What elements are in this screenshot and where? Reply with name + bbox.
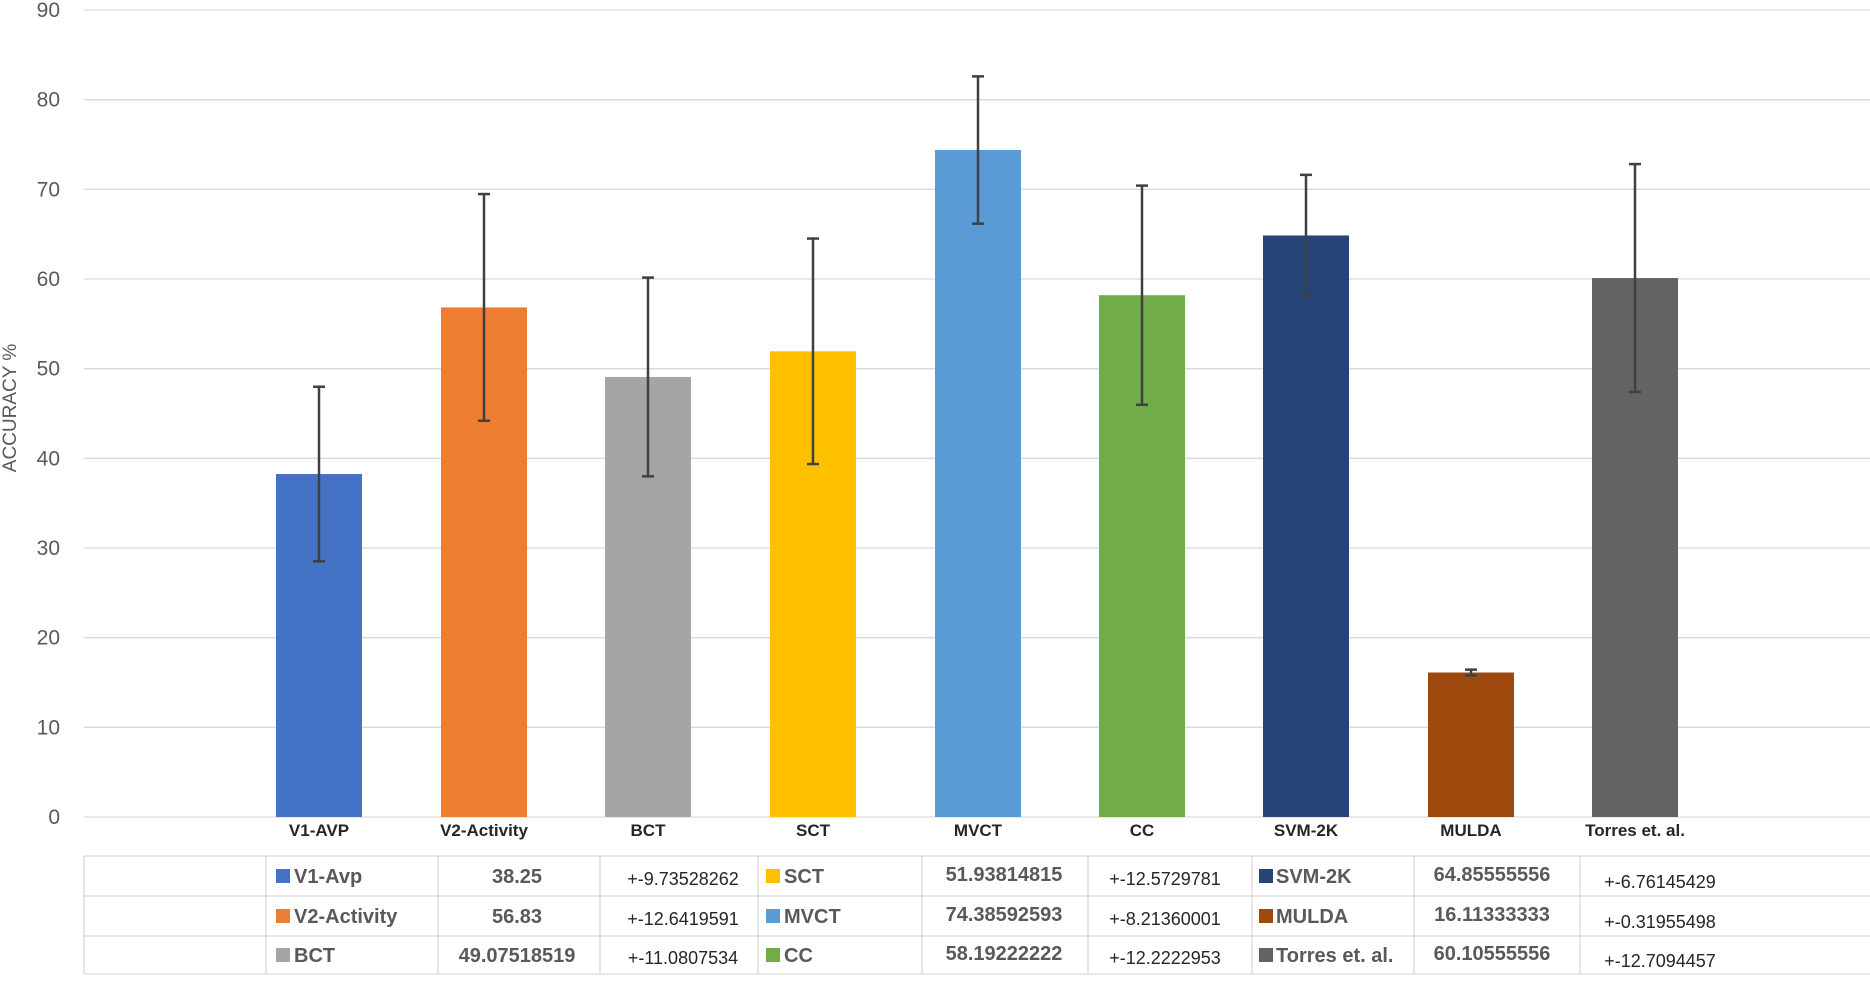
legend-label: BCT (294, 945, 335, 967)
table-value: 16.11333333 (1434, 904, 1550, 926)
x-axis-ticks: V1-AVP V2-Activity BCT SCT MVCT CC SVM-2K MULDA… (289, 821, 1685, 840)
legend-swatch (276, 869, 290, 883)
legend-swatch (766, 948, 780, 962)
legend-label: SVM-2K (1276, 866, 1352, 888)
y-tick-label: 50 (37, 358, 60, 381)
legend-label: CC (784, 945, 813, 967)
table-error: +-12.2222953 (1109, 948, 1221, 968)
bar-8 (1428, 672, 1514, 817)
y-axis-label: ACCURACY % (0, 344, 21, 473)
table-value: 51.93814815 (946, 864, 1063, 886)
y-tick-label: 0 (48, 806, 60, 829)
table-error: +-6.76145429 (1604, 872, 1716, 892)
table-error: +-8.21360001 (1109, 909, 1221, 929)
x-tick-label: V1-AVP (289, 821, 349, 840)
table-error: +-0.31955498 (1604, 912, 1716, 932)
legend-swatch (766, 869, 780, 883)
legend-swatch (1259, 948, 1273, 962)
error-bars (313, 75, 1641, 677)
bar-7 (1263, 235, 1349, 817)
legend-label: V2-Activity (294, 906, 398, 928)
y-tick-label: 80 (37, 89, 60, 112)
y-tick-label: 40 (37, 447, 60, 470)
table-value: 58.19222222 (946, 943, 1063, 965)
y-axis-ticks: 0 10 20 30 40 50 60 70 80 90 (37, 0, 60, 829)
x-tick-label: MULDA (1440, 821, 1501, 840)
x-tick-label: SVM-2K (1274, 821, 1339, 840)
table-error: +-11.0807534 (628, 948, 738, 968)
legend-label: Torres et. al. (1276, 945, 1393, 967)
bar-5 (935, 150, 1021, 817)
y-tick-label: 60 (37, 268, 60, 291)
table-value: 49.07518519 (459, 945, 576, 967)
y-tick-label: 20 (37, 627, 60, 650)
table-error: +-12.6419591 (627, 909, 739, 929)
x-tick-label: MVCT (954, 821, 1003, 840)
table-value: 38.25 (492, 866, 542, 888)
legend-swatch (1259, 869, 1273, 883)
x-tick-label: Torres et. al. (1585, 821, 1685, 840)
x-tick-label: SCT (796, 821, 831, 840)
y-tick-label: 90 (37, 0, 60, 22)
legend-label: MVCT (784, 906, 841, 928)
legend-label: SCT (784, 866, 824, 888)
legend-swatch (1259, 909, 1273, 923)
bars (276, 150, 1678, 818)
x-tick-label: V2-Activity (440, 821, 528, 840)
data-table: V1-Avp 38.25 +-9.73528262 SCT 51.93814815 +-1… (83, 855, 1870, 975)
legend-label: V1-Avp (294, 866, 362, 888)
table-value: 56.83 (492, 906, 542, 928)
y-tick-label: 70 (37, 178, 60, 201)
legend-label: MULDA (1276, 906, 1348, 928)
table-value: 60.10555556 (1434, 943, 1551, 965)
table-value: 74.38592593 (946, 904, 1063, 926)
y-tick-label: 30 (37, 537, 60, 560)
table-error: +-9.73528262 (627, 869, 739, 889)
table-error: +-12.7094457 (1604, 951, 1716, 971)
x-tick-label: BCT (631, 821, 667, 840)
y-tick-label: 10 (37, 716, 60, 739)
legend-swatch (766, 909, 780, 923)
table-value: 64.85555556 (1434, 864, 1551, 886)
legend-swatch (276, 948, 290, 962)
legend-swatch (276, 909, 290, 923)
x-tick-label: CC (1130, 821, 1155, 840)
table-error: +-12.5729781 (1109, 869, 1221, 889)
